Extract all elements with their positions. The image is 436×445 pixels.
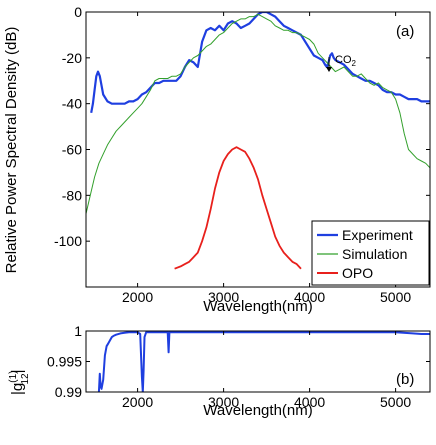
co2-annotation: CO2 (326, 54, 357, 72)
panel-label-a: (a) (396, 23, 414, 40)
y-tick-label-a: -20 (62, 50, 82, 66)
x-tick-label-b: 4000 (294, 394, 325, 410)
x-tick-label-b: 3000 (208, 394, 239, 410)
y-tick-label-b: 0.995 (47, 354, 82, 370)
x-tick-label-b: 5000 (380, 394, 411, 410)
y-tick-label-b: 0.99 (55, 384, 82, 400)
series-line-a-opo (174, 146, 302, 270)
legend-box (311, 220, 430, 286)
y-tick-label-b: 1 (74, 323, 82, 339)
plot-area-b (86, 331, 430, 392)
x-tick-label-b: 2000 (122, 394, 153, 410)
y-tick-label-a: 0 (74, 4, 82, 20)
legend-label-opo: OPO (342, 265, 373, 281)
y-tick-label-a: -80 (62, 187, 82, 203)
series-line-b-0 (97, 331, 430, 392)
y-axis-label-b: |g(1)12| (8, 369, 31, 395)
annotation-arrow-icon (326, 67, 332, 72)
y-tick-label-a: -40 (62, 96, 82, 112)
x-tick-label-a: 3000 (208, 289, 239, 305)
legend-label-experiment: Experiment (342, 227, 413, 243)
x-axis-label-b: Wavelength(nm) (203, 402, 312, 419)
y-tick-label-a: -100 (54, 233, 82, 249)
legend: Experiment Simulation OPO (311, 220, 430, 286)
y-tick-label-a: -60 (62, 142, 82, 158)
panel-a: 2000 3000 4000 5000 0 -20 -40 -60 -80 -100 (a) CO… (3, 4, 431, 315)
x-axis-label-a: Wavelength(nm) (203, 298, 312, 315)
x-tick-label-a: 4000 (294, 289, 325, 305)
panel-label-b: (b) (396, 371, 414, 388)
x-tick-label-a: 5000 (380, 289, 411, 305)
legend-label-simulation: Simulation (342, 246, 407, 262)
co2-annotation-text: CO2 (335, 54, 357, 68)
y-axis-label-a: Relative Power Spectral Density (dB) (3, 27, 20, 274)
panel-b: 2000 3000 4000 5000 1 0.995 0.99 (b) Wavelengt… (8, 323, 431, 419)
series-line-a-simulation (86, 13, 430, 214)
x-tick-label-a: 2000 (122, 289, 153, 305)
